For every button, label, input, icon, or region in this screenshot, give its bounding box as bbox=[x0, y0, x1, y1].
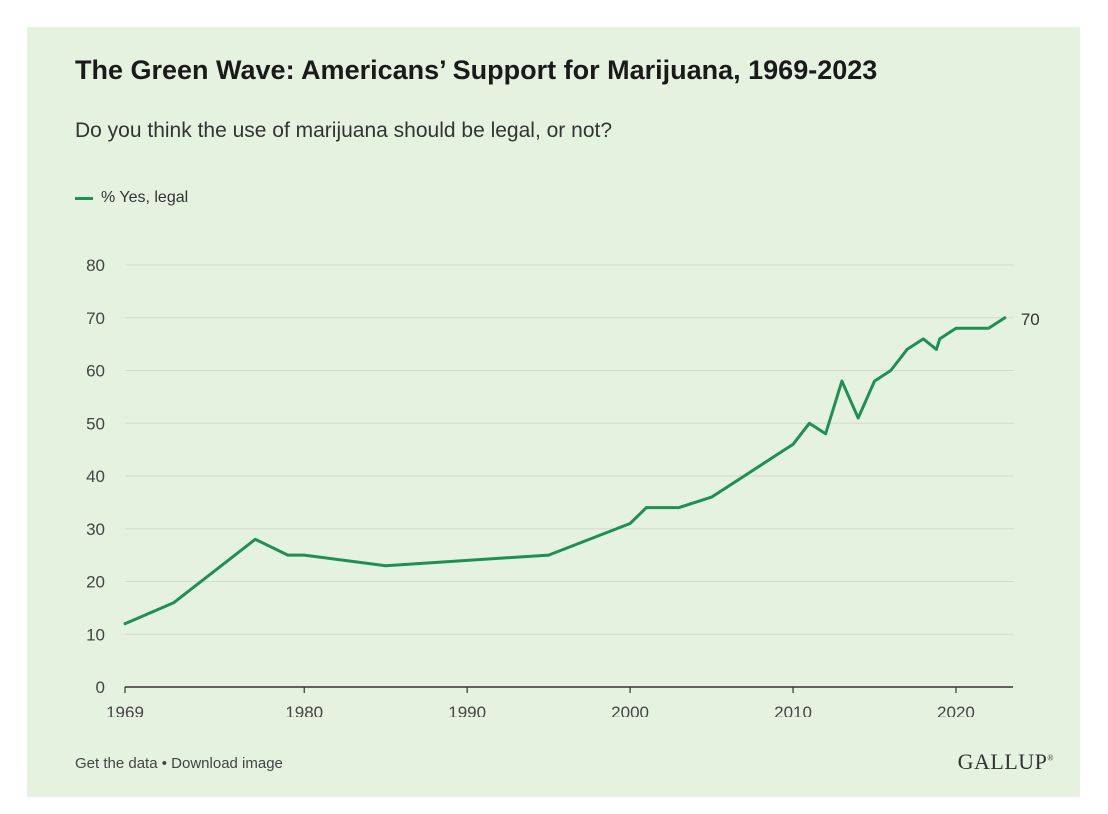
y-tick-label: 80 bbox=[86, 256, 105, 275]
chart-title: The Green Wave: Americans’ Support for M… bbox=[75, 55, 878, 85]
footer-separator: • bbox=[161, 755, 167, 772]
legend-swatch bbox=[75, 196, 93, 200]
x-tick-label: 2010 bbox=[774, 703, 812, 717]
line-chart: 0 10 20 30 40 50 60 70 80 1969 1980 1990 2000 2010 202… bbox=[86, 256, 1040, 717]
legend-label: % Yes, legal bbox=[101, 189, 189, 206]
x-tick-label: 1969 bbox=[106, 703, 144, 717]
series-line-yes-legal bbox=[123, 316, 1007, 626]
end-value-label: 70 bbox=[1021, 310, 1040, 329]
y-tick-label: 20 bbox=[86, 573, 105, 592]
footer-links: Get the data • Download image bbox=[75, 755, 283, 772]
y-tick-label: 40 bbox=[86, 467, 105, 486]
x-tick-label: 2020 bbox=[937, 703, 975, 717]
x-tick-label: 1990 bbox=[448, 703, 486, 717]
y-tick-label: 10 bbox=[86, 625, 105, 644]
chart-subtitle: Do you think the use of marijuana should… bbox=[75, 119, 613, 142]
x-tick-label: 1980 bbox=[285, 703, 323, 717]
download-image-link[interactable]: Download image bbox=[171, 755, 283, 772]
y-tick-label: 70 bbox=[86, 309, 105, 328]
chart-card: The Green Wave: Americans’ Support for M… bbox=[27, 27, 1080, 797]
legend: % Yes, legal bbox=[75, 189, 188, 207]
gallup-logo-mark: ® bbox=[1047, 753, 1054, 763]
get-data-link[interactable]: Get the data bbox=[75, 755, 158, 772]
gallup-logo: GALLUP® bbox=[958, 749, 1054, 775]
gallup-logo-text: GALLUP bbox=[957, 749, 1048, 774]
y-tick-label: 50 bbox=[86, 414, 105, 433]
x-tick-label: 2000 bbox=[611, 703, 649, 717]
y-tick-label: 0 bbox=[96, 678, 105, 697]
y-tick-label: 30 bbox=[86, 520, 105, 539]
y-tick-label: 60 bbox=[86, 362, 105, 381]
